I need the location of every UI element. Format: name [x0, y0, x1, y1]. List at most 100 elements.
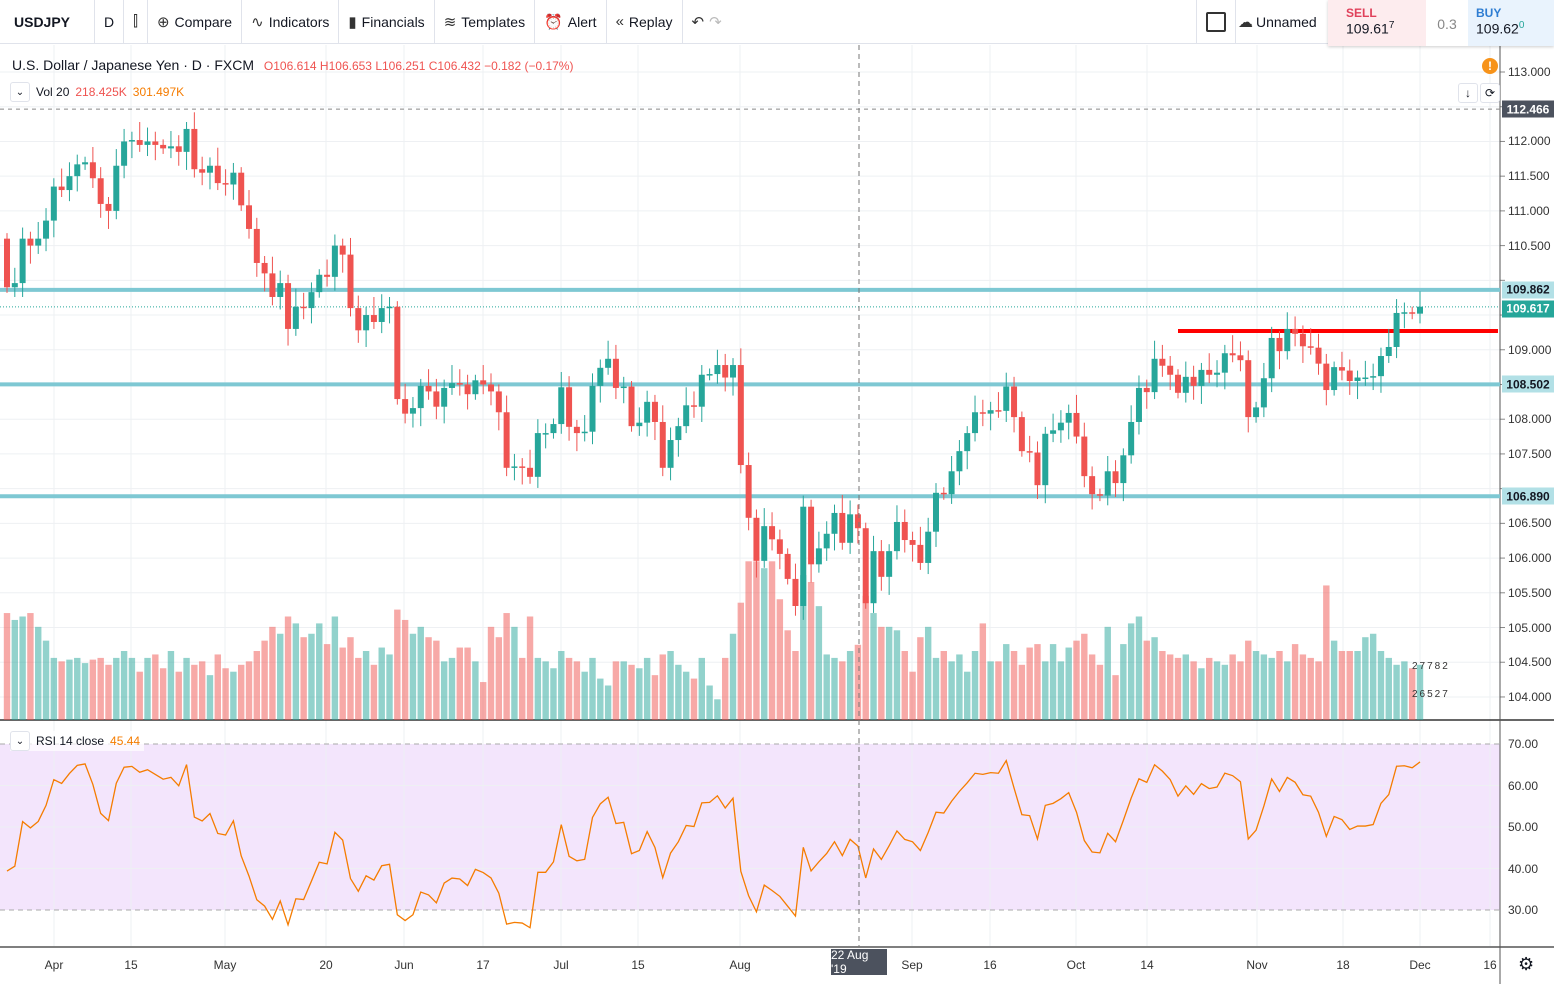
settings-gear-icon[interactable]: ⚙: [1518, 954, 1535, 974]
time-axis-label: Sep: [901, 958, 923, 972]
candle-body: [152, 141, 159, 145]
volume-bar: [1159, 651, 1166, 720]
volume-bar: [339, 647, 346, 720]
volume-bar: [1221, 664, 1229, 720]
candle-body: [964, 433, 971, 452]
rsi-axis-label: 30.00: [1508, 903, 1539, 917]
volume-bar: [807, 582, 815, 720]
templates-icon: ≋: [443, 13, 457, 31]
candle-body: [636, 422, 643, 427]
candle-body: [573, 426, 580, 434]
volume-bar: [948, 661, 955, 720]
candle-body: [823, 533, 830, 549]
interval-button[interactable]: D: [95, 0, 125, 44]
candle-body: [925, 531, 932, 563]
volume-bar: [690, 678, 698, 720]
volume-bar: [316, 623, 323, 720]
alert-button[interactable]: ⏰ Alert: [535, 0, 607, 44]
candle-body: [1377, 356, 1384, 377]
compare-button[interactable]: ⊕ Compare: [148, 0, 243, 44]
volume-bar: [1291, 644, 1299, 720]
indicators-icon: ∿: [251, 13, 264, 31]
buy-button[interactable]: BUY 109.620: [1468, 0, 1554, 46]
series-title: U.S. Dollar / Japanese Yen · D · FXCM: [12, 57, 254, 73]
candle-body: [542, 433, 549, 435]
collapse-chevron-icon[interactable]: ⌄: [10, 82, 30, 102]
price-axis-label: 111.500: [1508, 169, 1550, 184]
volume-bar: [269, 626, 276, 720]
candlestick-icon: ⫿: [133, 13, 138, 30]
sell-button[interactable]: SELL 109.617: [1328, 0, 1426, 46]
volume-bar: [1346, 651, 1353, 720]
candle-body: [659, 421, 666, 468]
time-axis-label: Oct: [1066, 958, 1086, 972]
price-axis-label: 105.500: [1508, 585, 1552, 600]
candle-body: [175, 146, 182, 152]
time-axis-label: Apr: [44, 958, 64, 972]
candle-body: [628, 386, 635, 427]
volume-bar: [480, 682, 487, 720]
volume-bar: [74, 657, 81, 720]
volume-bar: [917, 637, 924, 720]
time-axis-label: 15: [124, 958, 138, 972]
time-axis-label: Dec: [1409, 958, 1431, 972]
scroll-down-arrow-icon[interactable]: ↓: [1458, 83, 1478, 103]
fullscreen-button[interactable]: [1196, 0, 1236, 44]
candle-body: [1409, 312, 1416, 314]
volume-bar: [152, 654, 159, 720]
price-axis-label: 106.500: [1508, 516, 1552, 531]
candle-body: [402, 399, 409, 414]
undo-icon[interactable]: ↶: [691, 13, 705, 31]
layout-name-button[interactable]: ☁ Unnamed: [1234, 0, 1321, 44]
volume-bar: [1143, 640, 1150, 720]
candle-body: [1120, 455, 1127, 484]
volume-bar: [878, 626, 885, 720]
volume-bar: [901, 651, 908, 720]
candle-body: [1057, 422, 1064, 431]
candle-body: [425, 385, 432, 392]
interval-label: D: [104, 13, 115, 30]
volume-label: Vol 20: [36, 85, 70, 99]
volume-bar: [581, 671, 588, 720]
volume-bar: [394, 609, 401, 720]
templates-button[interactable]: ≋ Templates: [435, 0, 536, 44]
candle-body: [1151, 358, 1158, 393]
volume-bar: [1408, 668, 1416, 720]
reset-scale-icon[interactable]: ⟳: [1480, 83, 1500, 103]
redo-icon[interactable]: ↷: [709, 13, 722, 31]
chart-type-button[interactable]: ⫿: [124, 0, 148, 44]
candle-body: [456, 383, 463, 385]
financials-button[interactable]: ▮ Financials: [339, 0, 435, 44]
indicators-button[interactable]: ∿ Indicators: [242, 0, 340, 44]
candle-body: [995, 410, 1002, 412]
candle-body: [292, 306, 299, 329]
candle-body: [1268, 337, 1275, 379]
volume-bar: [214, 654, 221, 720]
volume-bar: [1252, 651, 1260, 720]
candle-body: [690, 405, 697, 407]
candle-body: [1159, 358, 1166, 366]
symbol-button[interactable]: USDJPY: [0, 0, 95, 44]
candle-body: [1167, 365, 1174, 375]
warning-icon[interactable]: !: [1482, 58, 1498, 74]
collapse-chevron-icon[interactable]: ⌄: [10, 731, 30, 751]
volume-bar: [331, 616, 339, 720]
candle-body: [1003, 386, 1010, 411]
volume-bar: [573, 661, 581, 720]
volume-bar: [1190, 661, 1197, 720]
candle-body: [1323, 363, 1330, 391]
volume-bar: [97, 657, 104, 720]
layout-name-label: Unnamed: [1256, 13, 1317, 30]
candle-body: [1050, 430, 1057, 434]
volume-bar: [1073, 640, 1080, 720]
volume-bar: [1229, 654, 1236, 720]
volume-bar: [50, 657, 58, 720]
candle-body: [1128, 421, 1135, 456]
volume-bar: [128, 657, 136, 720]
candle-body: [347, 254, 354, 309]
candle-body: [363, 315, 370, 331]
volume-bar: [472, 661, 479, 720]
candle-body: [43, 220, 50, 239]
replay-button[interactable]: «Replay: [607, 0, 683, 44]
